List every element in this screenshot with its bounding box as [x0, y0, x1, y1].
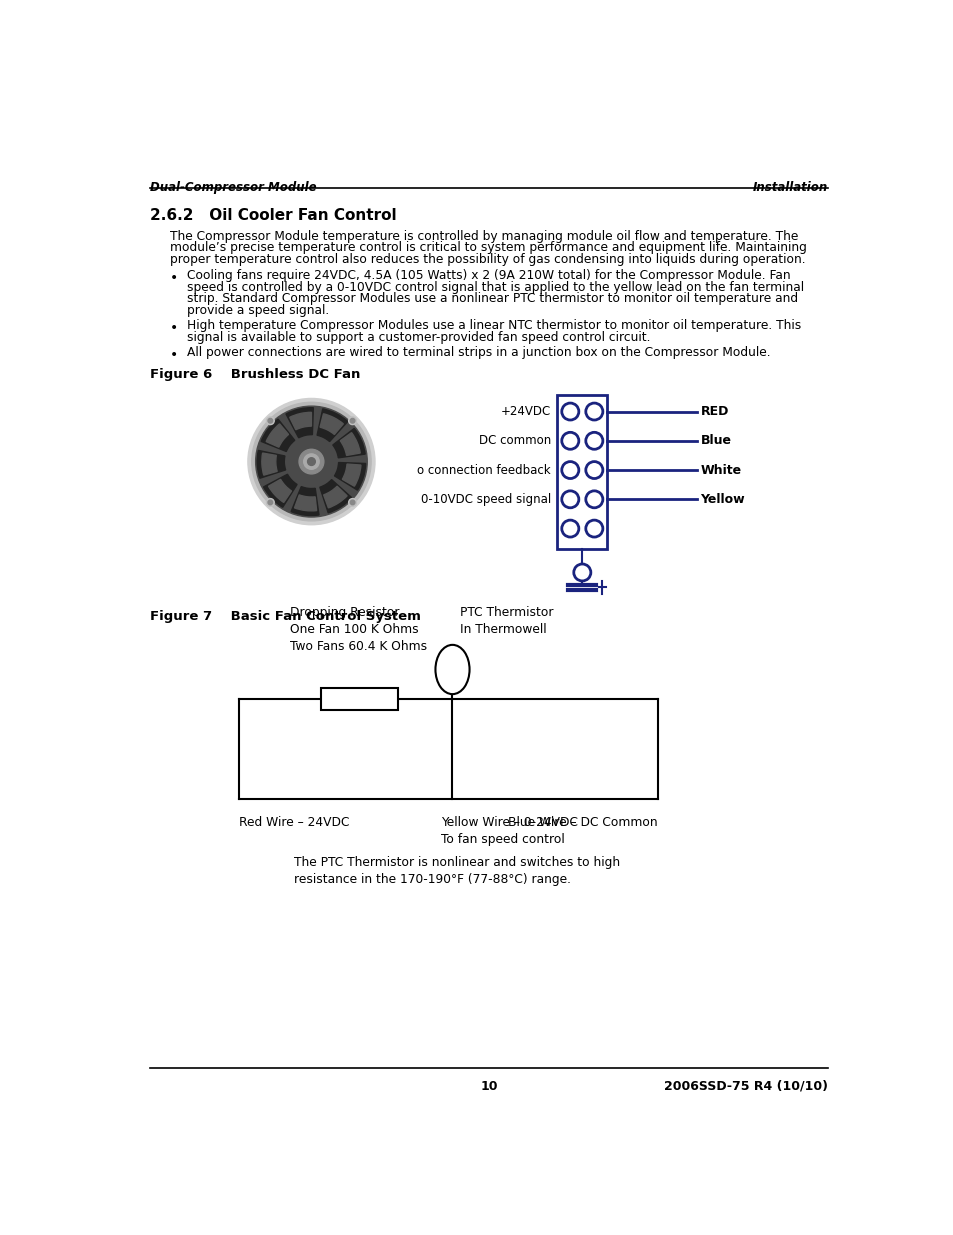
Circle shape — [248, 399, 375, 525]
Text: 10: 10 — [479, 1079, 497, 1093]
Wedge shape — [263, 474, 296, 508]
Text: High temperature Compressor Modules use a linear NTC thermistor to monitor oil t: High temperature Compressor Modules use … — [187, 319, 801, 332]
Circle shape — [252, 403, 371, 521]
Text: +24VDC: +24VDC — [500, 405, 550, 417]
Circle shape — [350, 419, 355, 424]
Text: RED: RED — [700, 405, 728, 417]
Text: DC common: DC common — [478, 435, 550, 447]
Circle shape — [561, 432, 578, 450]
Text: Red Wire – 24VDC: Red Wire – 24VDC — [239, 816, 350, 829]
Text: 2.6.2   Oil Cooler Fan Control: 2.6.2 Oil Cooler Fan Control — [150, 209, 396, 224]
Circle shape — [348, 499, 356, 506]
Text: The PTC Thermistor is nonlinear and switches to high
resistance in the 170-190°F: The PTC Thermistor is nonlinear and swit… — [294, 856, 619, 885]
Text: 0-10VDC speed signal: 0-10VDC speed signal — [420, 493, 550, 506]
Bar — [320, 688, 397, 710]
Ellipse shape — [435, 645, 469, 694]
Wedge shape — [294, 495, 316, 511]
Circle shape — [561, 520, 578, 537]
Wedge shape — [319, 479, 352, 513]
Text: speed is controlled by a 0-10VDC control signal that is applied to the yellow le: speed is controlled by a 0-10VDC control… — [187, 280, 803, 294]
Text: proper temperature control also reduces the possibility of gas condensing into l: proper temperature control also reduces … — [170, 253, 804, 266]
Circle shape — [255, 406, 367, 517]
Circle shape — [573, 564, 590, 580]
Text: 2006SSD-75 R4 (10/10): 2006SSD-75 R4 (10/10) — [663, 1079, 827, 1093]
Circle shape — [303, 454, 319, 469]
Text: Blue Wire – DC Common: Blue Wire – DC Common — [508, 816, 658, 829]
Text: Yellow: Yellow — [700, 493, 744, 506]
Circle shape — [298, 450, 323, 474]
Wedge shape — [320, 414, 343, 435]
Text: Blue: Blue — [700, 435, 731, 447]
Circle shape — [585, 490, 602, 508]
Circle shape — [561, 462, 578, 478]
Wedge shape — [266, 424, 288, 447]
Circle shape — [348, 417, 356, 425]
Wedge shape — [335, 463, 365, 490]
Wedge shape — [261, 453, 277, 475]
Wedge shape — [268, 479, 292, 503]
Text: Dropping Resistor
One Fan 100 K Ohms
Two Fans 60.4 K Ohms: Dropping Resistor One Fan 100 K Ohms Two… — [290, 606, 426, 653]
Text: Cooling fans require 24VDC, 4.5A (105 Watts) x 2 (9A 210W total) for the Compres: Cooling fans require 24VDC, 4.5A (105 Wa… — [187, 269, 790, 282]
Bar — [557, 395, 607, 548]
Text: The Compressor Module temperature is controlled by managing module oil flow and : The Compressor Module temperature is con… — [170, 230, 797, 243]
Circle shape — [585, 403, 602, 420]
Circle shape — [268, 500, 273, 505]
Text: PTC Thermistor
In Thermowell: PTC Thermistor In Thermowell — [459, 606, 553, 636]
Text: •: • — [170, 270, 177, 284]
Text: Installation: Installation — [752, 180, 827, 194]
Circle shape — [585, 520, 602, 537]
Circle shape — [268, 419, 273, 424]
Wedge shape — [342, 464, 360, 487]
Circle shape — [266, 417, 274, 425]
Text: Dual-Compressor Module: Dual-Compressor Module — [150, 180, 316, 194]
Wedge shape — [323, 487, 347, 508]
Wedge shape — [291, 487, 318, 515]
Wedge shape — [261, 419, 294, 452]
Text: Figure 6    Brushless DC Fan: Figure 6 Brushless DC Fan — [150, 368, 360, 380]
Circle shape — [561, 490, 578, 508]
Text: strip. Standard Compressor Modules use a nonlinear PTC thermistor to monitor oil: strip. Standard Compressor Modules use a… — [187, 293, 798, 305]
Circle shape — [585, 432, 602, 450]
Circle shape — [307, 458, 315, 466]
Text: module’s precise temperature control is critical to system performance and equip: module’s precise temperature control is … — [170, 241, 805, 254]
Wedge shape — [257, 451, 285, 478]
Text: provide a speed signal.: provide a speed signal. — [187, 304, 330, 316]
Wedge shape — [340, 432, 360, 456]
Text: All power connections are wired to terminal strips in a junction box on the Comp: All power connections are wired to termi… — [187, 346, 770, 359]
Wedge shape — [333, 429, 365, 458]
Text: White: White — [700, 463, 740, 477]
Text: •: • — [170, 347, 177, 362]
Text: Yellow Wire – 0-24VDC
To fan speed control: Yellow Wire – 0-24VDC To fan speed contr… — [440, 816, 578, 846]
Text: signal is available to support a customer-provided fan speed control circuit.: signal is available to support a custome… — [187, 331, 650, 343]
Circle shape — [266, 499, 274, 506]
Circle shape — [350, 500, 355, 505]
Circle shape — [561, 403, 578, 420]
Text: •: • — [170, 321, 177, 335]
Wedge shape — [290, 412, 311, 430]
Text: o connection feedback: o connection feedback — [416, 463, 550, 477]
Circle shape — [585, 462, 602, 478]
Text: Figure 7    Basic Fan Control System: Figure 7 Basic Fan Control System — [150, 610, 420, 624]
Wedge shape — [286, 408, 313, 437]
Wedge shape — [316, 409, 348, 442]
